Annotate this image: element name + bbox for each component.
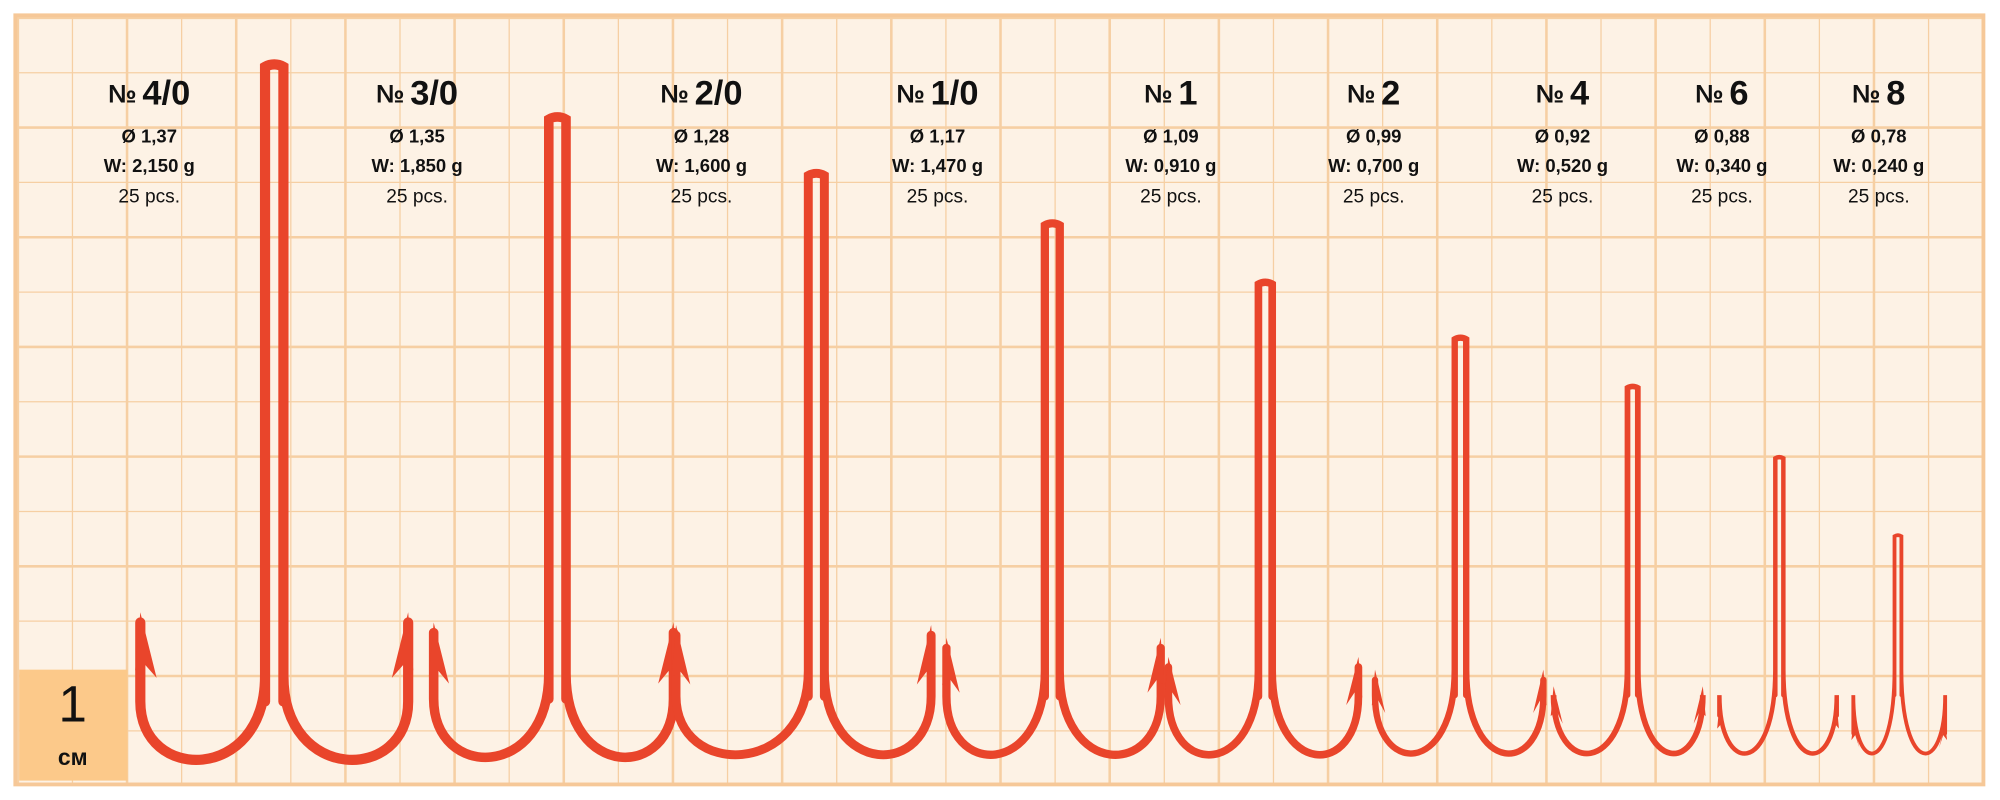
hook-size: № 8 bbox=[1852, 75, 1905, 113]
quantity: 25 pcs. bbox=[118, 187, 180, 208]
weight: W: 0,340 g bbox=[1676, 155, 1767, 176]
size-number: 1 bbox=[1178, 75, 1197, 113]
hook-barb bbox=[1550, 686, 1563, 724]
size-prefix: № bbox=[108, 80, 136, 108]
quantity: 25 pcs. bbox=[1691, 187, 1753, 208]
size-number: 8 bbox=[1886, 75, 1905, 113]
hook-barb bbox=[1533, 669, 1547, 714]
hook-barb bbox=[1717, 705, 1727, 737]
weight: W: 0,240 g bbox=[1833, 155, 1924, 176]
quantity: 25 pcs. bbox=[386, 187, 448, 208]
diameter: Ø 0,78 bbox=[1851, 126, 1907, 147]
frame bbox=[13, 13, 1986, 787]
diameter: Ø 1,17 bbox=[910, 126, 966, 147]
hook-barb bbox=[1851, 723, 1860, 748]
hook bbox=[1371, 334, 1547, 757]
hook-size: № 1/0 bbox=[897, 75, 979, 113]
hook-size: № 6 bbox=[1695, 75, 1748, 113]
weight: W: 1,470 g bbox=[892, 155, 983, 176]
hook-barb bbox=[135, 612, 157, 678]
hook-barb bbox=[1693, 686, 1706, 724]
size-prefix: № bbox=[376, 80, 404, 108]
size-prefix: № bbox=[1347, 80, 1375, 108]
size-number: 4 bbox=[1570, 75, 1589, 113]
weight: W: 1,600 g bbox=[656, 155, 747, 176]
size-prefix: № bbox=[1852, 80, 1880, 108]
hook-barb bbox=[916, 625, 936, 685]
hook bbox=[1164, 278, 1363, 759]
diameter: Ø 0,99 bbox=[1346, 126, 1402, 147]
size-number: 1/0 bbox=[931, 75, 979, 113]
diameter: Ø 1,09 bbox=[1143, 126, 1199, 147]
size-number: 2 bbox=[1381, 75, 1400, 113]
hooks bbox=[135, 59, 1948, 765]
diameter: Ø 1,35 bbox=[389, 126, 445, 147]
hook bbox=[671, 168, 936, 760]
hook-barb bbox=[391, 612, 414, 678]
hook-size: № 2 bbox=[1347, 75, 1400, 113]
scale-value: 1 bbox=[59, 675, 87, 732]
hook-barb bbox=[1147, 637, 1165, 693]
hook-barb bbox=[942, 637, 960, 693]
diameter: Ø 1,37 bbox=[121, 126, 177, 147]
hook-size: № 4/0 bbox=[108, 75, 190, 113]
hook-barb bbox=[1346, 656, 1363, 706]
quantity: 25 pcs. bbox=[1848, 187, 1910, 208]
size-number: 2/0 bbox=[695, 75, 743, 113]
hook bbox=[1851, 533, 1948, 756]
weight: W: 0,700 g bbox=[1328, 155, 1419, 176]
size-prefix: № bbox=[897, 80, 925, 108]
diameter: Ø 0,92 bbox=[1535, 126, 1591, 147]
weight: W: 2,150 g bbox=[104, 155, 195, 176]
hook-barb bbox=[1939, 723, 1948, 748]
size-prefix: № bbox=[1536, 80, 1564, 108]
labels: № 4/0 Ø 1,37 W: 2,150 g 25 pcs. № 3/0 Ø 1,35 W… bbox=[104, 75, 1925, 208]
quantity: 25 pcs. bbox=[907, 187, 969, 208]
weight: W: 0,910 g bbox=[1125, 155, 1216, 176]
hook-barb bbox=[671, 625, 691, 685]
hook bbox=[135, 59, 414, 765]
hook-barb bbox=[428, 622, 449, 684]
hook-size: № 1 bbox=[1144, 75, 1197, 113]
size-prefix: № bbox=[1144, 80, 1172, 108]
size-number: 6 bbox=[1729, 75, 1748, 113]
size-number: 4/0 bbox=[142, 75, 190, 113]
hook bbox=[428, 112, 679, 762]
hook bbox=[942, 219, 1165, 759]
weight: W: 1,850 g bbox=[372, 155, 463, 176]
hook-size: № 2/0 bbox=[661, 75, 743, 113]
scale-box bbox=[19, 669, 128, 781]
grid bbox=[13, 13, 1986, 787]
quantity: 25 pcs. bbox=[671, 187, 733, 208]
hook-barb bbox=[1371, 669, 1386, 714]
size-number: 3/0 bbox=[410, 75, 458, 113]
hook-size: № 4 bbox=[1536, 75, 1589, 113]
weight: W: 0,520 g bbox=[1517, 155, 1608, 176]
quantity: 25 pcs. bbox=[1532, 187, 1594, 208]
size-prefix: № bbox=[661, 80, 689, 108]
hook-barb bbox=[1164, 656, 1181, 706]
hook-barb bbox=[1829, 705, 1839, 737]
diameter: Ø 0,88 bbox=[1694, 126, 1750, 147]
diameter: Ø 1,28 bbox=[674, 126, 730, 147]
size-prefix: № bbox=[1695, 80, 1723, 108]
hook-size: № 3/0 bbox=[376, 75, 458, 113]
quantity: 25 pcs. bbox=[1140, 187, 1202, 208]
quantity: 25 pcs. bbox=[1343, 187, 1405, 208]
scale-unit: см bbox=[58, 744, 88, 770]
